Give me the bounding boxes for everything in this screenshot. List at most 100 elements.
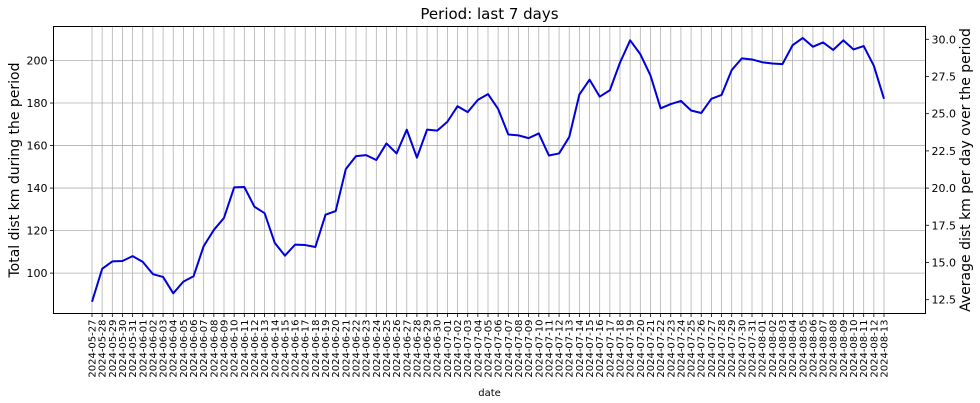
x-tick-label: 2024-06-03 (159, 320, 170, 378)
x-tick-label: 2024-05-31 (128, 320, 139, 378)
right-y-tick-label: 25.0 (932, 108, 957, 121)
x-axis: 2024-05-27 2024-05-28 2024-05-29 2024-05-30… (88, 313, 891, 378)
left-y-tick-label: 100 (27, 267, 48, 280)
x-tick-label: 2024-06-18 (311, 320, 322, 378)
x-tick-label: 2024-06-27 (402, 320, 413, 378)
x-tick-label: 2024-06-23 (362, 320, 373, 378)
x-tick-label: 2024-07-25 (687, 320, 698, 378)
x-tick-label: 2024-06-30 (433, 320, 444, 378)
x-tick-label: 2024-06-12 (250, 320, 261, 378)
x-tick-label: 2024-06-26 (392, 320, 403, 378)
right-y-tick-label: 30.0 (932, 33, 957, 46)
x-tick-label: 2024-07-22 (656, 320, 667, 378)
right-y-axis-label: Average dist km per day over the period (958, 28, 974, 312)
x-tick-label: 2024-06-17 (301, 320, 312, 378)
x-tick-label: 2024-08-01 (758, 320, 769, 378)
right-y-tick-label: 27.5 (932, 70, 957, 83)
x-tick-label: 2024-06-01 (138, 320, 149, 378)
chart-title: Period: last 7 days (420, 5, 558, 23)
x-tick-label: 2024-06-19 (321, 320, 332, 378)
x-tick-label: 2024-07-11 (544, 320, 555, 378)
right-y-tick-label: 17.5 (932, 219, 957, 232)
x-tick-label: 2024-06-07 (199, 320, 210, 378)
x-tick-label: 2024-07-29 (727, 320, 738, 378)
x-tick-label: 2024-08-02 (768, 320, 779, 378)
x-tick-label: 2024-07-03 (463, 320, 474, 378)
x-tick-label: 2024-07-09 (524, 320, 535, 378)
x-tick-label: 2024-07-17 (605, 320, 616, 378)
x-tick-label: 2024-07-12 (555, 320, 566, 378)
x-tick-label: 2024-07-26 (697, 320, 708, 378)
x-tick-label: 2024-06-25 (382, 320, 393, 378)
plot-frame (53, 26, 926, 314)
x-tick-label: 2024-07-02 (453, 320, 464, 378)
x-tick-label: 2024-05-29 (108, 320, 119, 378)
right-y-tick-label: 20.0 (932, 182, 957, 195)
x-tick-label: 2024-08-05 (798, 320, 809, 378)
x-tick-label: 2024-07-27 (707, 320, 718, 378)
x-tick-label: 2024-06-21 (341, 320, 352, 378)
x-tick-label: 2024-07-30 (737, 320, 748, 378)
left-y-tick-label: 200 (27, 55, 48, 68)
x-tick-label: 2024-07-05 (484, 320, 495, 378)
left-y-tick-label: 120 (27, 225, 48, 238)
x-tick-label: 2024-07-24 (676, 320, 687, 378)
x-tick-label: 2024-06-11 (240, 320, 251, 378)
x-tick-label: 2024-08-10 (849, 320, 860, 378)
right-y-tick-label: 12.5 (932, 294, 957, 307)
x-axis-label: date (478, 388, 501, 399)
x-tick-label: 2024-06-09 (220, 320, 231, 378)
x-tick-label: 2024-05-30 (118, 320, 129, 378)
x-tick-label: 2024-06-24 (372, 320, 383, 378)
x-tick-label: 2024-07-01 (443, 320, 454, 378)
x-tick-label: 2024-08-09 (839, 320, 850, 378)
x-tick-label: 2024-06-29 (423, 320, 434, 378)
x-tick-label: 2024-06-14 (270, 320, 281, 378)
x-tick-label: 2024-07-18 (616, 320, 627, 378)
left-y-tick-label: 140 (27, 182, 48, 195)
x-tick-label: 2024-07-04 (473, 320, 484, 378)
x-tick-label: 2024-06-06 (189, 320, 200, 378)
left-y-axis: 100 120 140 160 180 200 (27, 55, 54, 280)
x-tick-label: 2024-05-27 (88, 320, 99, 378)
x-tick-label: 2024-08-04 (788, 320, 799, 378)
x-tick-label: 2024-06-05 (179, 320, 190, 378)
right-y-axis: 12.5 15.0 17.5 20.0 22.5 25.0 27.5 30.0 (925, 33, 957, 307)
x-tick-label: 2024-07-14 (575, 320, 586, 378)
x-tick-label: 2024-07-15 (585, 320, 596, 378)
left-y-axis-label: Total dist km during the period (7, 63, 23, 279)
x-tick-label: 2024-07-16 (595, 320, 606, 378)
x-tick-label: 2024-05-28 (98, 320, 109, 378)
left-y-tick-label: 180 (27, 97, 48, 110)
left-y-tick-label: 160 (27, 140, 48, 153)
x-tick-label: 2024-08-07 (819, 320, 830, 378)
right-y-tick-label: 15.0 (932, 256, 957, 269)
x-tick-label: 2024-06-02 (148, 320, 159, 378)
x-tick-label: 2024-06-16 (291, 320, 302, 378)
x-tick-label: 2024-06-08 (209, 320, 220, 378)
grid-lines (53, 26, 926, 314)
x-tick-label: 2024-06-22 (352, 320, 363, 378)
x-tick-label: 2024-07-19 (626, 320, 637, 378)
x-tick-label: 2024-08-12 (869, 320, 880, 378)
x-tick-label: 2024-07-20 (636, 320, 647, 378)
x-tick-label: 2024-07-21 (646, 320, 657, 378)
x-tick-label: 2024-06-28 (412, 320, 423, 378)
x-tick-label: 2024-06-10 (230, 320, 241, 378)
x-tick-label: 2024-07-08 (514, 320, 525, 378)
x-tick-label: 2024-06-04 (169, 320, 180, 378)
x-tick-label: 2024-07-13 (565, 320, 576, 378)
x-tick-label: 2024-06-15 (280, 320, 291, 378)
x-tick-label: 2024-08-13 (880, 320, 891, 378)
x-tick-label: 2024-06-20 (331, 320, 342, 378)
x-tick-label: 2024-07-10 (534, 320, 545, 378)
x-tick-label: 2024-08-03 (778, 320, 789, 378)
x-tick-label: 2024-07-23 (666, 320, 677, 378)
x-tick-label: 2024-07-06 (494, 320, 505, 378)
right-y-tick-label: 22.5 (932, 145, 957, 158)
x-tick-label: 2024-06-13 (260, 320, 271, 378)
x-tick-label: 2024-07-31 (748, 320, 759, 378)
x-tick-label: 2024-07-28 (717, 320, 728, 378)
x-tick-label: 2024-08-08 (829, 320, 840, 378)
